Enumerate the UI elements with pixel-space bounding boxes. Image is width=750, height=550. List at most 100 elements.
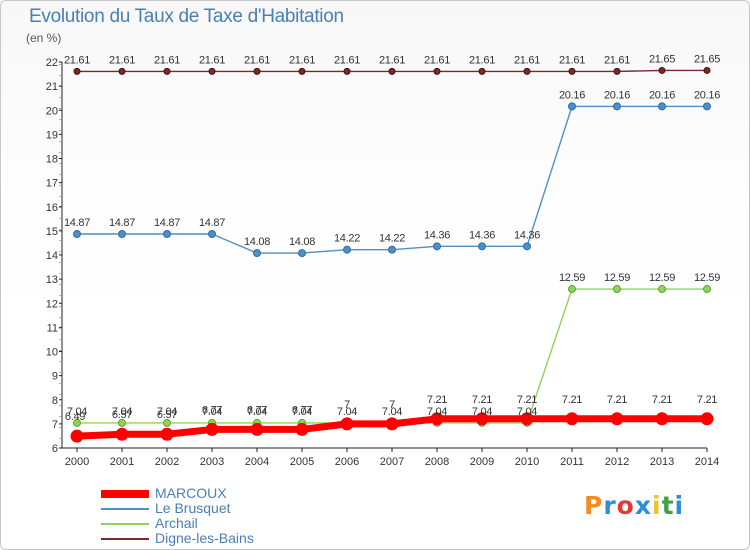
data-label-le-brusquet: 14.36 xyxy=(469,229,495,241)
data-point-digne-les-bains xyxy=(613,67,621,75)
data-label-le-brusquet: 20.16 xyxy=(604,89,630,101)
legend-swatch-le-brusquet xyxy=(101,507,149,510)
data-label-le-brusquet: 14.22 xyxy=(334,233,360,245)
data-point-marcoux xyxy=(385,417,399,431)
data-label-le-brusquet: 20.16 xyxy=(559,89,585,101)
data-point-digne-les-bains xyxy=(703,66,711,74)
data-label-marcoux: 7 xyxy=(344,399,350,411)
data-point-marcoux xyxy=(520,412,534,426)
data-label-archail: 7.04 xyxy=(202,406,222,418)
data-point-digne-les-bains xyxy=(388,67,396,75)
x-tick-label: 2010 xyxy=(515,456,539,468)
x-tick-label: 2012 xyxy=(605,456,629,468)
data-point-digne-les-bains xyxy=(478,67,486,75)
data-label-marcoux: 7.21 xyxy=(607,394,627,406)
data-point-archail xyxy=(118,418,126,427)
x-tick-label: 2013 xyxy=(650,456,674,468)
x-tick-label: 2004 xyxy=(245,456,269,468)
y-tick-label: 10 xyxy=(46,347,58,359)
logo-letter: t xyxy=(661,491,675,520)
x-tick-label: 2005 xyxy=(290,456,314,468)
y-tick-label: 19 xyxy=(46,129,58,141)
data-point-marcoux xyxy=(655,412,669,426)
data-point-digne-les-bains xyxy=(73,67,81,75)
legend-label-marcoux: MARCOUX xyxy=(155,485,227,501)
data-label-marcoux: 6.77 xyxy=(202,404,222,416)
data-label-le-brusquet: 14.87 xyxy=(199,217,225,229)
x-tick-label: 2009 xyxy=(470,456,494,468)
x-tick-label: 2011 xyxy=(560,456,584,468)
y-tick-label: 15 xyxy=(46,226,58,238)
data-label-marcoux: 6.57 xyxy=(157,409,177,421)
data-point-digne-les-bains xyxy=(343,67,351,75)
data-label-marcoux: 7 xyxy=(389,399,395,411)
data-label-digne-les-bains: 21.61 xyxy=(334,54,360,66)
data-label-le-brusquet: 14.36 xyxy=(424,229,450,241)
legend: MARCOUX Le Brusquet Archail Digne-les-Ba… xyxy=(101,486,254,546)
x-tick-label: 2002 xyxy=(155,456,179,468)
legend-item-digne-les-bains[interactable]: Digne-les-Bains xyxy=(101,531,254,546)
data-label-digne-les-bains: 21.61 xyxy=(514,54,540,66)
x-tick-label: 2008 xyxy=(425,456,449,468)
data-point-le-brusquet xyxy=(163,230,171,239)
x-tick-label: 2001 xyxy=(110,456,134,468)
data-label-archail: 12.59 xyxy=(649,272,675,284)
data-point-marcoux xyxy=(340,417,354,431)
legend-item-marcoux[interactable]: MARCOUX xyxy=(101,486,254,501)
data-point-digne-les-bains xyxy=(568,67,576,75)
data-point-le-brusquet xyxy=(613,102,621,111)
data-label-le-brusquet: 14.87 xyxy=(64,217,90,229)
data-point-le-brusquet xyxy=(298,249,306,258)
data-label-digne-les-bains: 21.61 xyxy=(64,54,90,66)
data-point-le-brusquet xyxy=(388,245,396,254)
legend-item-le-brusquet[interactable]: Le Brusquet xyxy=(101,501,254,516)
data-label-archail: 7.04 xyxy=(472,406,492,418)
data-label-le-brusquet: 20.16 xyxy=(649,89,675,101)
legend-label-archail: Archail xyxy=(155,515,198,531)
y-tick-label: 13 xyxy=(46,274,58,286)
data-label-digne-les-bains: 21.61 xyxy=(154,54,180,66)
y-tick-label: 14 xyxy=(46,250,58,262)
data-label-digne-les-bains: 21.61 xyxy=(289,54,315,66)
data-label-archail: 7.04 xyxy=(292,406,312,418)
data-label-marcoux: 7.21 xyxy=(427,394,447,406)
data-point-le-brusquet xyxy=(73,230,81,239)
data-point-digne-les-bains xyxy=(163,67,171,75)
data-point-digne-les-bains xyxy=(433,67,441,75)
data-label-digne-les-bains: 21.65 xyxy=(649,53,675,65)
data-label-archail: 12.59 xyxy=(604,272,630,284)
data-point-digne-les-bains xyxy=(253,67,261,75)
data-label-marcoux: 7.21 xyxy=(697,394,717,406)
data-point-archail xyxy=(613,285,621,294)
data-label-digne-les-bains: 21.61 xyxy=(469,54,495,66)
data-point-le-brusquet xyxy=(703,102,711,111)
data-label-archail: 7.04 xyxy=(67,406,87,418)
data-label-le-brusquet: 14.22 xyxy=(379,233,405,245)
data-point-marcoux xyxy=(430,412,444,426)
data-point-marcoux xyxy=(700,412,714,426)
data-point-le-brusquet xyxy=(118,230,126,239)
y-tick-label: 6 xyxy=(52,443,58,455)
data-point-le-brusquet xyxy=(658,102,666,111)
data-label-digne-les-bains: 21.61 xyxy=(559,54,585,66)
data-label-le-brusquet: 14.36 xyxy=(514,229,540,241)
legend-item-archail[interactable]: Archail xyxy=(101,516,254,531)
proxiti-logo[interactable]: Proxiti xyxy=(584,491,684,520)
data-point-le-brusquet xyxy=(568,102,576,111)
data-label-le-brusquet: 14.87 xyxy=(109,217,135,229)
y-tick-label: 12 xyxy=(46,298,58,310)
legend-swatch-marcoux xyxy=(101,489,149,498)
x-tick-label: 2007 xyxy=(380,456,404,468)
y-tick-label: 20 xyxy=(46,105,58,117)
logo-letter: i xyxy=(652,491,662,520)
data-label-archail: 7.04 xyxy=(157,406,177,418)
data-point-marcoux xyxy=(70,429,84,443)
data-point-le-brusquet xyxy=(343,245,351,254)
data-label-marcoux: 7.21 xyxy=(652,394,672,406)
data-point-marcoux xyxy=(565,412,579,426)
data-label-marcoux: 6.77 xyxy=(247,404,267,416)
data-label-archail: 12.59 xyxy=(559,272,585,284)
logo-letter: P xyxy=(584,491,604,520)
data-label-marcoux: 7.21 xyxy=(472,394,492,406)
